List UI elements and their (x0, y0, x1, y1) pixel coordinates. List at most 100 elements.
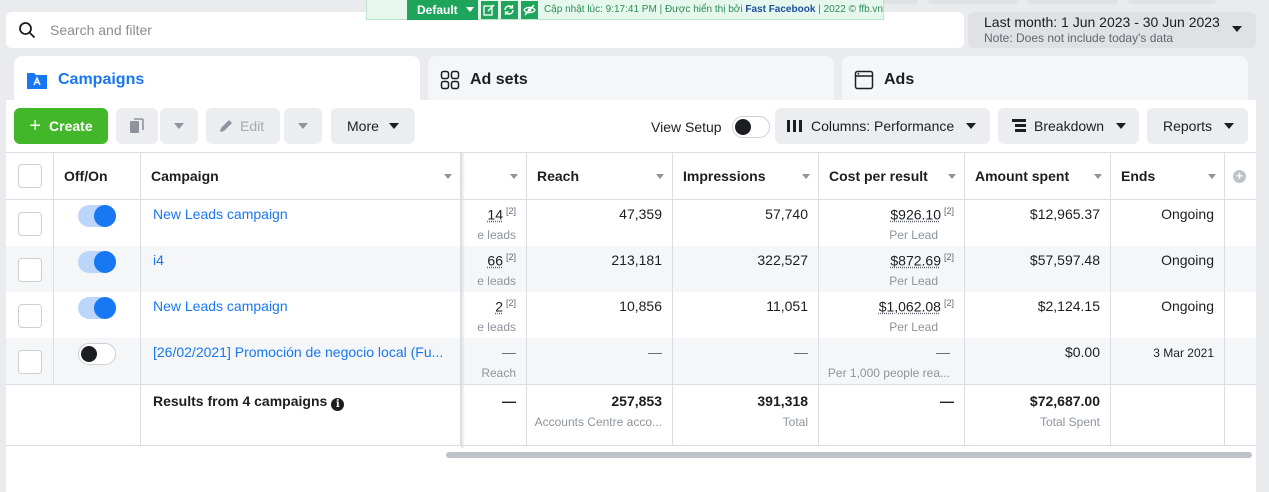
more-label: More (347, 118, 379, 134)
extension-default-label: Default (417, 2, 458, 17)
results-label: e leads (477, 228, 516, 242)
tab-ads[interactable]: Ads (842, 56, 1248, 104)
impressions-cell: — (673, 338, 819, 384)
results-cell: 66 [2] e leads (461, 246, 527, 292)
more-button[interactable]: More (331, 108, 415, 144)
row-checkbox[interactable] (18, 304, 42, 328)
info-icon[interactable]: i (331, 398, 345, 411)
tab-campaigns[interactable]: Campaigns (14, 56, 420, 104)
edit-button[interactable]: Edit (206, 108, 280, 144)
row-checkbox[interactable] (18, 212, 42, 236)
totals-row: Results from 4 campaigns i — 257,853 Accou… (6, 384, 1256, 446)
extension-status-text: Cập nhật lúc: 9:17:41 PM | Được hiển thị… (544, 4, 883, 15)
cost-label: Per Lead (889, 228, 938, 242)
impressions-value: 57,740 (765, 206, 808, 222)
breakdown-label: Breakdown (1034, 118, 1105, 134)
campaign-name-link[interactable]: i4 (153, 252, 164, 268)
results-number[interactable]: 14 (487, 206, 503, 223)
row-checkbox[interactable] (18, 258, 42, 282)
header-label: Impressions (683, 168, 766, 184)
header-label: Amount spent (975, 168, 1070, 184)
duplicate-button[interactable] (116, 108, 158, 144)
add-column-spacer (1225, 200, 1256, 246)
header-reach[interactable]: Reach (527, 153, 673, 199)
create-button[interactable]: + Create (14, 108, 108, 144)
impressions-value: 322,527 (757, 252, 808, 268)
cost-number[interactable]: $926.10 (890, 206, 941, 223)
add-column-spacer (1225, 246, 1256, 292)
header-off-on[interactable]: Off/On (54, 153, 141, 199)
row-select-cell (6, 200, 54, 246)
results-number[interactable]: 2 (495, 298, 503, 315)
hide-eye-icon[interactable] (520, 0, 538, 19)
impressions-cell: 11,051 (673, 292, 819, 338)
results-label: e leads (477, 320, 516, 334)
chevron-down-icon (388, 123, 399, 129)
refresh-icon[interactable] (500, 0, 518, 19)
row-select-cell (6, 292, 54, 338)
table-row[interactable]: [26/02/2021] Promoción de negocio local … (6, 338, 1256, 384)
add-column-icon[interactable]: + (1233, 170, 1246, 183)
reach-value: — (648, 344, 662, 360)
results-label: Reach (481, 366, 516, 380)
top-edge-stub (1028, 0, 1118, 4)
cost-number[interactable]: $872.69 (890, 252, 941, 269)
view-setup-toggle[interactable]: View Setup (651, 116, 770, 138)
plus-icon: + (29, 115, 42, 137)
cost-value: — (936, 344, 950, 360)
results-number[interactable]: 66 (487, 252, 503, 269)
spent-value: $12,965.37 (1029, 206, 1100, 222)
table-row[interactable]: New Leads campaign 14 [2] e leads 47,359 5… (6, 200, 1256, 246)
header-amount-spent[interactable]: Amount spent (965, 153, 1111, 199)
edit-icon[interactable] (480, 0, 498, 19)
cost-label: Per 1,000 people rea... (827, 366, 950, 380)
sort-caret-icon[interactable] (948, 174, 956, 179)
header-results[interactable] (461, 153, 527, 199)
sort-caret-icon[interactable] (444, 174, 452, 179)
extension-status-suffix: | 2022 © ffb.vn (815, 4, 883, 15)
reports-button[interactable]: Reports (1147, 108, 1248, 144)
campaign-on-switch[interactable] (78, 205, 116, 227)
header-add-column[interactable]: + (1225, 153, 1256, 199)
header-impressions[interactable]: Impressions (673, 153, 819, 199)
columns-button[interactable]: Columns: Performance (775, 108, 990, 144)
campaign-on-switch[interactable] (78, 251, 116, 273)
edit-dropdown-button[interactable] (284, 108, 322, 144)
extension-default-dropdown[interactable]: Default (407, 0, 478, 20)
sort-caret-icon[interactable] (1208, 174, 1216, 179)
sort-caret-icon[interactable] (656, 174, 664, 179)
spent-value: $2,124.15 (1037, 298, 1100, 314)
campaign-name-link[interactable]: New Leads campaign (153, 206, 288, 222)
campaign-on-switch[interactable] (78, 297, 116, 319)
duplicate-icon (128, 117, 146, 135)
extension-bar: Default Cập nhật lúc: 9:17:41 PM | Được … (366, 0, 884, 20)
campaign-off-switch[interactable] (78, 343, 116, 365)
horizontal-scrollbar[interactable] (446, 452, 1252, 458)
campaign-name-link[interactable]: New Leads campaign (153, 298, 288, 314)
date-range-picker[interactable]: Last month: 1 Jun 2023 - 30 Jun 2023 Not… (968, 12, 1256, 48)
chevron-down-icon (298, 123, 308, 129)
header-campaign[interactable]: Campaign (141, 153, 461, 199)
campaign-name-link[interactable]: [26/02/2021] Promoción de negocio local … (153, 344, 444, 360)
sort-caret-icon[interactable] (802, 174, 810, 179)
results-value: 66 [2] (487, 252, 516, 269)
cost-number[interactable]: $1,062.08 (878, 298, 941, 315)
row-checkbox[interactable] (18, 350, 42, 374)
edit-label: Edit (240, 118, 265, 134)
header-cost-per-result[interactable]: Cost per result (819, 153, 965, 199)
header-ends[interactable]: Ends (1111, 153, 1225, 199)
duplicate-dropdown-button[interactable] (160, 108, 198, 144)
grid-icon (440, 70, 460, 90)
ends-cell: 3 Mar 2021 (1111, 338, 1225, 384)
sort-caret-icon[interactable] (510, 174, 518, 179)
view-setup-switch[interactable] (731, 116, 770, 138)
row-select-cell (6, 338, 54, 384)
select-all-checkbox[interactable] (18, 164, 42, 188)
sort-caret-icon[interactable] (1094, 174, 1102, 179)
tab-ad-sets[interactable]: Ad sets (428, 56, 834, 104)
table-row[interactable]: New Leads campaign 2 [2] e leads 10,856 11… (6, 292, 1256, 338)
switch-knob (94, 251, 116, 273)
breakdown-button[interactable]: Breakdown (998, 108, 1139, 144)
table-row[interactable]: i4 66 [2] e leads 213,181 322,527 $872.69[… (6, 246, 1256, 292)
search-input[interactable] (50, 22, 850, 38)
